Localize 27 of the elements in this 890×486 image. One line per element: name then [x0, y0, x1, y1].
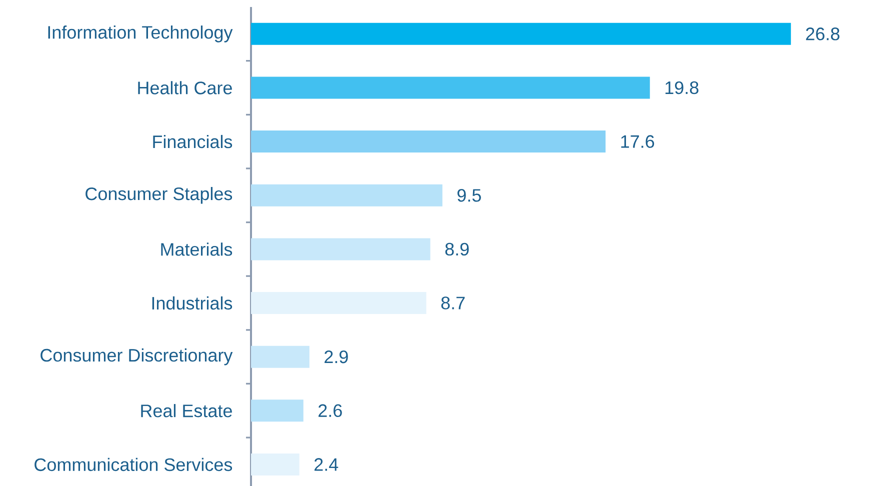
- y-tick-label: Materials: [161, 242, 232, 256]
- y-tick-label: Consumer Staples: [86, 186, 232, 204]
- bar: [251, 453, 300, 476]
- bar: [251, 22, 791, 45]
- y-tick-label: Information Technology: [48, 26, 233, 42]
- data-label: 17.6: [621, 135, 654, 148]
- y-tick-label: Communication Services: [34, 458, 232, 472]
- data-label: 2.9: [324, 350, 348, 364]
- data-label: 19.8: [666, 81, 698, 94]
- y-tick-label: Health Care: [138, 81, 232, 94]
- bar: [251, 346, 310, 368]
- bar: [251, 130, 606, 153]
- y-tick-label: Industrials: [152, 296, 232, 310]
- y-tick-label: Consumer Discretionary: [40, 348, 233, 366]
- bar: [251, 238, 430, 260]
- data-label: 8.7: [441, 296, 465, 310]
- bar: [251, 292, 426, 314]
- y-tick-label: Real Estate: [141, 404, 232, 418]
- data-label: 8.9: [445, 242, 469, 256]
- data-label: 26.8: [806, 28, 840, 40]
- y-tick-label: Financials: [153, 134, 232, 148]
- bar: [251, 76, 650, 99]
- data-label: 9.5: [457, 189, 481, 202]
- bar: [251, 400, 304, 422]
- data-label: 2.6: [318, 404, 342, 418]
- bar: [251, 184, 442, 206]
- data-label: 2.4: [314, 458, 338, 471]
